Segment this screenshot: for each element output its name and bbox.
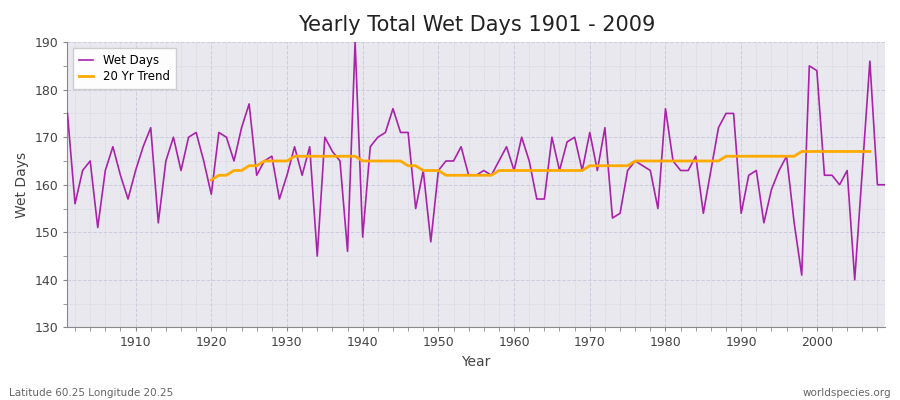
Title: Yearly Total Wet Days 1901 - 2009: Yearly Total Wet Days 1901 - 2009: [298, 15, 655, 35]
X-axis label: Year: Year: [462, 355, 490, 369]
Text: worldspecies.org: worldspecies.org: [803, 388, 891, 398]
20 Yr Trend: [865, 149, 876, 154]
20 Yr Trend: [395, 158, 406, 163]
Legend: Wet Days, 20 Yr Trend: Wet Days, 20 Yr Trend: [74, 48, 176, 89]
Wet Days: [289, 144, 300, 149]
20 Yr Trend: [388, 158, 399, 163]
Line: 20 Yr Trend: 20 Yr Trend: [212, 152, 870, 180]
20 Yr Trend: [531, 168, 542, 173]
Wet Days: [879, 182, 890, 187]
20 Yr Trend: [826, 149, 837, 154]
20 Yr Trend: [592, 163, 603, 168]
Wet Days: [850, 278, 860, 282]
20 Yr Trend: [796, 149, 807, 154]
Wet Days: [508, 168, 519, 173]
Wet Days: [335, 158, 346, 163]
Wet Days: [608, 216, 618, 220]
Line: Wet Days: Wet Days: [68, 42, 885, 280]
20 Yr Trend: [206, 178, 217, 182]
Wet Days: [62, 111, 73, 116]
Text: Latitude 60.25 Longitude 20.25: Latitude 60.25 Longitude 20.25: [9, 388, 173, 398]
Wet Days: [350, 40, 361, 44]
Wet Days: [122, 197, 133, 202]
Wet Days: [517, 135, 527, 140]
Y-axis label: Wet Days: Wet Days: [15, 152, 29, 218]
20 Yr Trend: [221, 173, 232, 178]
